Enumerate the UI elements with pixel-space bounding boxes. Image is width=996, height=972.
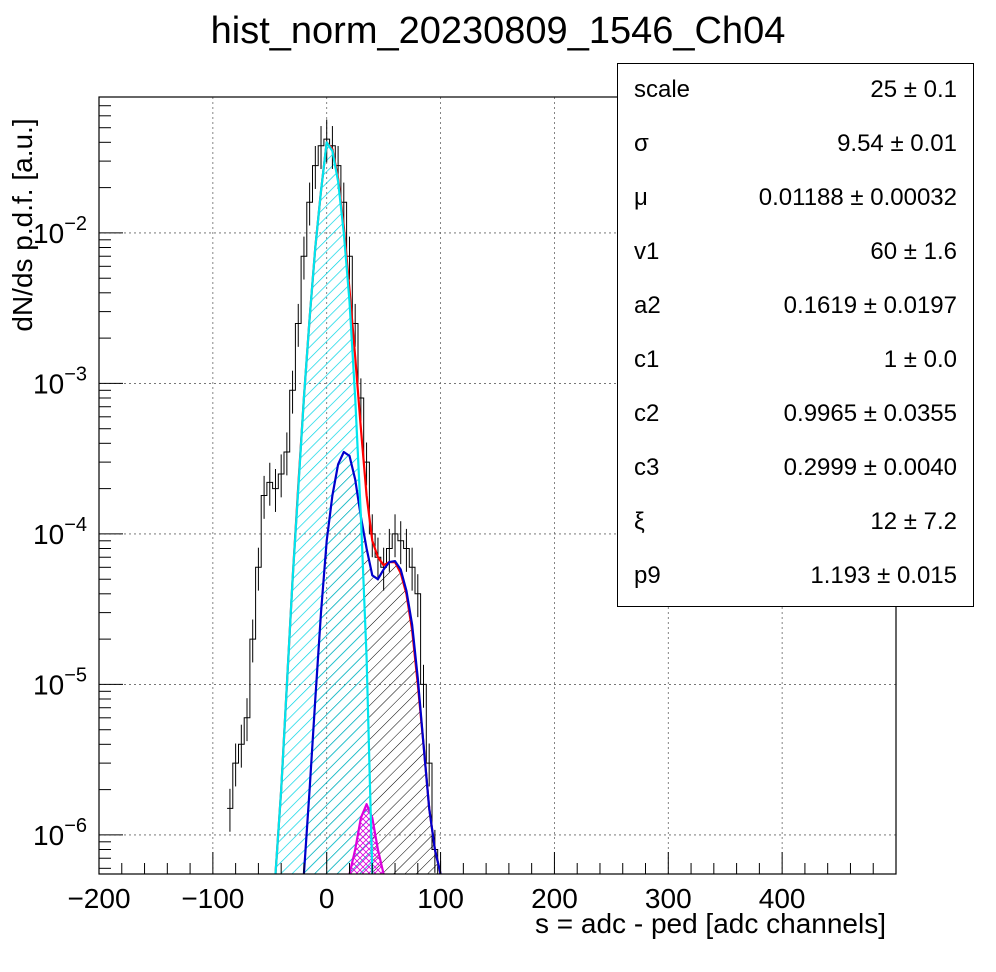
stat-row-c2: c2 0.9965 ± 0.0355 (618, 388, 973, 442)
y-tick-label: 10−3 (33, 363, 87, 399)
x-tick-label: 300 (645, 883, 692, 914)
x-tick-label: 200 (531, 883, 578, 914)
stat-value: 9.54 ± 0.01 (837, 130, 957, 157)
y-tick-label: 10−6 (33, 815, 87, 851)
x-tick-label: 400 (759, 883, 806, 914)
stat-value: 1 ± 0.0 (883, 346, 957, 373)
stat-name: a2 (634, 292, 661, 319)
stat-name: c3 (634, 454, 660, 481)
series-lines (227, 119, 442, 874)
stat-value: 0.2999 ± 0.0040 (783, 454, 957, 481)
stat-value: 25 ± 0.1 (870, 76, 957, 103)
stat-row-scale: scale 25 ± 0.1 (618, 64, 973, 118)
y-tick-label: 10−5 (33, 664, 87, 700)
stat-row-sigma: σ 9.54 ± 0.01 (618, 118, 973, 172)
x-tick-label: −100 (181, 883, 244, 914)
stat-value: 0.9965 ± 0.0355 (783, 400, 957, 427)
y-tick-label: 10−4 (33, 514, 87, 550)
stat-value: 12 ± 7.2 (870, 508, 957, 535)
secondary-curve (348, 803, 385, 874)
x-tick-label: 100 (417, 883, 464, 914)
stat-value: 0.1619 ± 0.0197 (783, 292, 957, 319)
y-axis-label: dN/ds p.d.f. [a.u.] (7, 118, 38, 332)
stat-value: 0.01188 ± 0.00032 (758, 184, 957, 211)
secondary-fill (349, 804, 384, 874)
pedestal-fill (275, 142, 373, 874)
pedestal-curve (274, 141, 374, 874)
stat-row-mu: μ 0.01188 ± 0.00032 (618, 172, 973, 226)
fit-stats-box: scale 25 ± 0.1 σ 9.54 ± 0.01 μ 0.01188 ±… (617, 63, 974, 607)
stat-name: c2 (634, 400, 660, 427)
stat-name: v1 (634, 238, 660, 265)
stat-name: c1 (634, 346, 660, 373)
stat-row-a2: a2 0.1619 ± 0.0197 (618, 280, 973, 334)
fill-areas (275, 142, 441, 874)
stat-value: 60 ± 1.6 (870, 238, 957, 265)
stat-row-c1: c1 1 ± 0.0 (618, 334, 973, 388)
stat-row-p9: p9 1.193 ± 0.015 (618, 550, 973, 604)
stat-name: μ (634, 184, 648, 211)
x-tick-label: 0 (319, 883, 335, 914)
axis-ticks: −200 −100 0 100 200 300 400 10−6 10−5 10−4 10−3 10−… (33, 96, 874, 914)
chart-title: hist_norm_20230809_1546_Ch04 (210, 10, 786, 52)
stat-name: scale (634, 76, 691, 103)
stat-name: p9 (634, 562, 661, 589)
x-axis-label: s = adc - ped [adc channels] (535, 908, 886, 939)
stat-row-xi: ξ 12 ± 7.2 (618, 496, 973, 550)
stat-row-v1: v1 60 ± 1.6 (618, 226, 973, 280)
y-tick-label: 10−2 (33, 213, 87, 249)
x-tick-label: −200 (67, 883, 130, 914)
stat-row-c3: c3 0.2999 ± 0.0040 (618, 442, 973, 496)
stat-name: ξ (634, 508, 645, 535)
stat-name: σ (634, 130, 649, 157)
signal-curve (302, 450, 442, 874)
stat-value: 1.193 ± 0.015 (810, 562, 957, 589)
